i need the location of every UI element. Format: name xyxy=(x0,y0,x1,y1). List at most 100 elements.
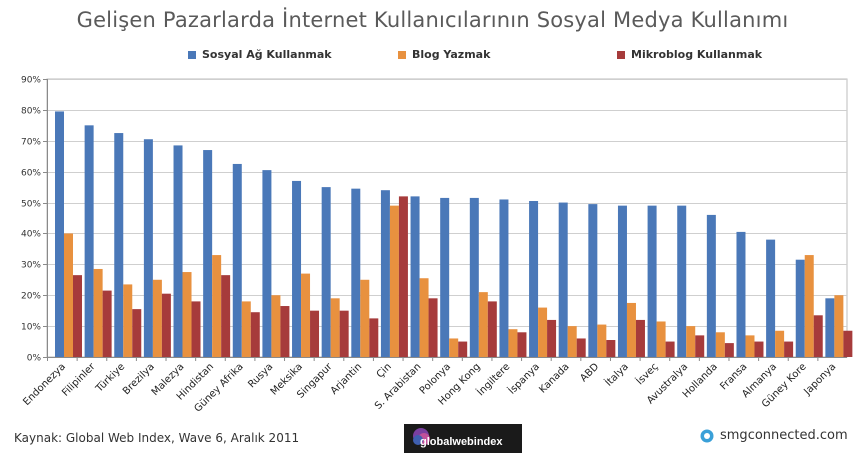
bar xyxy=(330,298,340,357)
legend-swatch-blog xyxy=(398,50,406,59)
bar xyxy=(250,312,260,357)
y-tick-label: 30% xyxy=(21,261,41,271)
bar xyxy=(665,341,675,357)
bar xyxy=(597,324,607,357)
bar xyxy=(419,278,429,357)
bar xyxy=(191,301,201,357)
legend-item-social: Sosyal Ağ Kullanmak xyxy=(188,48,332,61)
bar xyxy=(241,301,251,357)
bar xyxy=(380,190,390,357)
site-credit: smgconnected.com xyxy=(700,428,848,443)
bar xyxy=(487,301,497,357)
bar xyxy=(369,318,379,357)
bar xyxy=(132,309,142,357)
bar xyxy=(567,326,577,357)
y-tick-label: 80% xyxy=(21,107,41,117)
bar xyxy=(686,326,696,357)
bar xyxy=(310,310,320,357)
legend-label-microblog: Mikroblog Kullanmak xyxy=(631,48,763,61)
chart-title: Gelişen Pazarlarda İnternet Kullanıcılar… xyxy=(76,8,789,32)
bar xyxy=(203,150,213,357)
bar xyxy=(152,279,162,357)
bar xyxy=(280,306,290,357)
bar xyxy=(389,205,399,357)
bar xyxy=(410,196,420,357)
y-tick-label: 20% xyxy=(21,292,41,302)
bar xyxy=(339,310,349,357)
bar xyxy=(745,335,755,357)
logo-wordmark: globalwebindex xyxy=(420,436,503,448)
globalwebindex-logo: globalwebindex xyxy=(404,424,522,453)
bar xyxy=(102,290,112,357)
bar xyxy=(449,338,459,357)
bar xyxy=(547,319,557,357)
bar xyxy=(766,239,776,357)
legend-item-microblog: Mikroblog Kullanmak xyxy=(617,48,762,61)
bar xyxy=(617,205,627,357)
bar xyxy=(499,199,509,357)
source-note: Kaynak: Global Web Index, Wave 6, Aralık… xyxy=(14,431,300,445)
bar xyxy=(182,272,192,357)
bar xyxy=(538,307,548,357)
bar xyxy=(529,201,539,357)
x-tick-label: Filipinler xyxy=(60,361,98,399)
bar xyxy=(834,295,844,357)
legend-swatch-social xyxy=(188,50,196,59)
bar xyxy=(754,341,764,357)
bar xyxy=(301,273,311,357)
bar xyxy=(114,133,124,357)
x-tick-label: İspanya xyxy=(505,360,542,397)
y-tick-label: 10% xyxy=(21,323,41,333)
bar xyxy=(825,298,835,357)
bar xyxy=(360,279,370,357)
bar xyxy=(478,292,488,357)
legend-label-social: Sosyal Ağ Kullanmak xyxy=(202,48,332,61)
legend-label-blog: Blog Yazmak xyxy=(412,48,491,61)
bar xyxy=(576,338,586,357)
bar xyxy=(606,340,616,357)
bar xyxy=(440,197,450,357)
bar xyxy=(843,330,853,357)
bar xyxy=(161,293,171,357)
x-tick-label: Rusya xyxy=(246,361,275,390)
y-tick-label: 0% xyxy=(27,354,42,364)
bar xyxy=(656,321,666,357)
smg-dot-icon xyxy=(700,429,714,442)
x-tick-label: İsveç xyxy=(633,360,660,387)
bar xyxy=(93,268,103,357)
bar xyxy=(262,170,272,357)
y-tick-label: 70% xyxy=(21,138,41,148)
bar xyxy=(695,335,705,357)
bar xyxy=(458,341,468,357)
bar xyxy=(173,145,183,357)
bar xyxy=(775,330,785,357)
x-tick-label: Arjantin xyxy=(329,361,365,397)
bar xyxy=(212,255,222,357)
bar xyxy=(428,298,438,357)
bar xyxy=(232,163,242,357)
bar xyxy=(784,341,794,357)
bar xyxy=(626,302,636,357)
bar xyxy=(221,275,231,357)
bar xyxy=(351,188,361,357)
y-tick-label: 40% xyxy=(21,230,41,240)
x-tick-label: Çin xyxy=(375,361,394,380)
bar xyxy=(321,187,331,357)
bar xyxy=(55,111,64,357)
bar xyxy=(647,205,657,357)
bar xyxy=(724,343,734,357)
bar xyxy=(804,255,814,357)
legend-swatch-microblog xyxy=(617,50,625,59)
bar xyxy=(398,196,408,357)
x-tick-label: Endonezya xyxy=(21,361,68,408)
bar xyxy=(271,295,281,357)
x-tick-label: Japonya xyxy=(802,361,839,398)
bar xyxy=(508,329,518,357)
bar xyxy=(588,204,598,357)
bar xyxy=(736,231,746,357)
bar xyxy=(73,275,82,357)
bar xyxy=(706,214,716,357)
bar xyxy=(795,259,805,357)
bar xyxy=(715,332,725,357)
